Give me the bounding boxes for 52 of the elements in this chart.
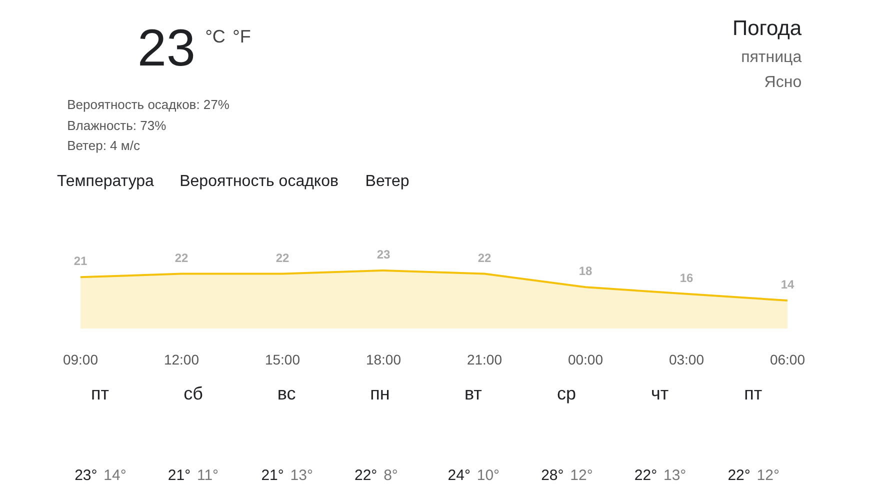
text: 13° — [663, 467, 686, 484]
text: °C — [205, 26, 226, 46]
text: Вероятность осадков: 27% — [67, 97, 230, 112]
text: чт — [651, 384, 669, 404]
data-label: 21 — [74, 254, 88, 268]
text: 21° — [168, 467, 191, 484]
x-tick-label: 06:00 — [770, 352, 806, 368]
text: Погода — [732, 17, 802, 40]
x-tick-label: 21:00 — [466, 352, 502, 368]
data-label: 22 — [276, 250, 290, 265]
data-label: 14 — [780, 278, 794, 292]
text: 14° — [104, 467, 126, 484]
text: 10° — [476, 467, 500, 484]
x-tick-label: 15:00 — [264, 352, 300, 368]
text: Вероятность осадков — [180, 173, 339, 190]
text: Температура — [57, 173, 154, 190]
data-label: 18 — [578, 264, 592, 278]
data-label: 22 — [478, 250, 492, 265]
text: 22° — [728, 467, 750, 484]
text: сб — [184, 384, 203, 404]
data-label: 23 — [376, 247, 390, 262]
text: Ветер: 4 м/с — [67, 138, 140, 153]
text: вт — [464, 384, 482, 404]
text: 8° — [384, 467, 398, 484]
text: Ветер — [365, 173, 410, 190]
data-label: 16 — [680, 270, 694, 285]
x-tick-label: 03:00 — [668, 352, 704, 368]
text: ср — [557, 384, 576, 404]
text: °F — [232, 26, 251, 46]
text: вс — [277, 384, 296, 404]
text: пт — [91, 384, 110, 404]
text: пн — [370, 384, 390, 404]
text: пт — [744, 384, 762, 404]
text: 12° — [570, 467, 593, 484]
text: Влажность: 73% — [67, 118, 167, 133]
text: Ясно — [764, 74, 802, 91]
x-tick-label: 18:00 — [366, 352, 402, 368]
text: пятница — [741, 49, 802, 66]
text: 24° — [448, 467, 470, 484]
text: 12° — [756, 467, 780, 484]
text: 11° — [196, 467, 219, 484]
x-tick-label: 12:00 — [164, 352, 200, 368]
x-tick-label: 09:00 — [62, 352, 98, 368]
text: 23° — [74, 467, 98, 484]
text: 23 — [138, 20, 196, 78]
text: 22° — [634, 467, 658, 484]
x-tick-label: 00:00 — [568, 352, 604, 368]
text: 22° — [354, 467, 378, 484]
data-label: 22 — [174, 250, 188, 265]
text: 28° — [541, 467, 564, 484]
text: 13° — [290, 467, 313, 484]
text: 21° — [261, 467, 284, 484]
